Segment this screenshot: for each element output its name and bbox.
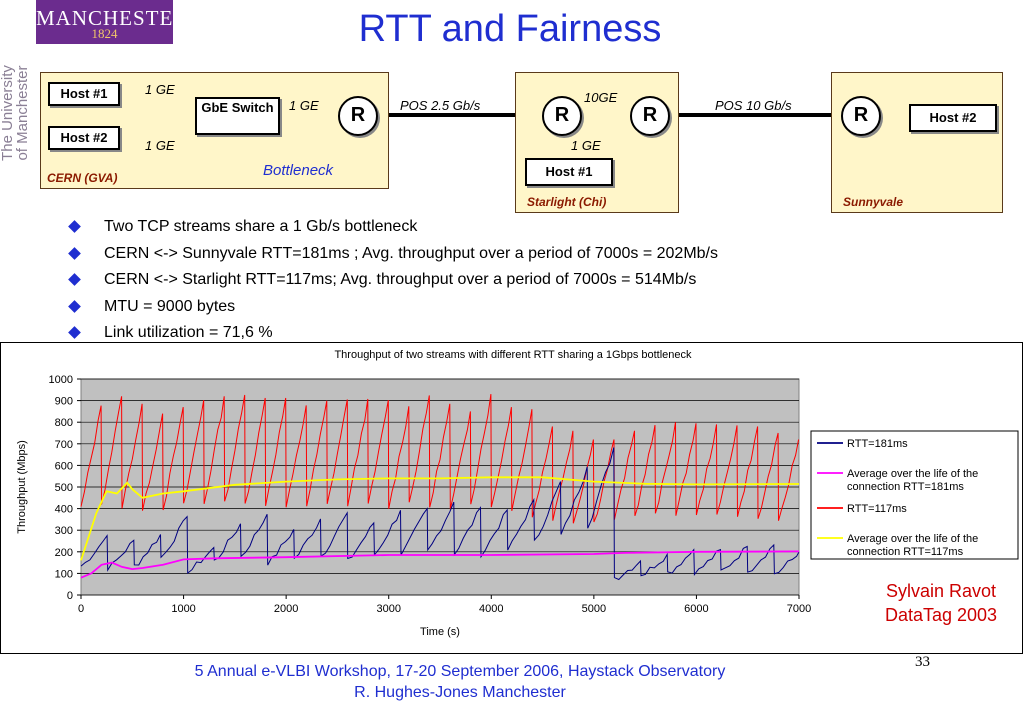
host-cern-2: Host #2 bbox=[48, 126, 120, 150]
page-number: 33 bbox=[915, 654, 930, 670]
site-starlight-label: Starlight (Chi) bbox=[527, 195, 607, 209]
host-starlight: Host #1 bbox=[525, 158, 613, 186]
slide-title: RTT and Fairness bbox=[358, 8, 662, 50]
x-axis-label: Time (s) bbox=[420, 626, 460, 638]
y-tick-label: 400 bbox=[55, 504, 73, 516]
x-tick-label: 2000 bbox=[274, 603, 298, 615]
link-label-pos25: POS 2.5 Gb/s bbox=[400, 98, 481, 113]
y-tick-label: 300 bbox=[55, 525, 73, 537]
x-tick-label: 6000 bbox=[684, 603, 708, 615]
diamond-bullet-icon bbox=[68, 326, 81, 339]
bullet-item: CERN <-> Sunnyvale RTT=181ms ; Avg. thro… bbox=[68, 241, 718, 268]
diamond-bullet-icon bbox=[68, 273, 81, 286]
logo-year: 1824 bbox=[91, 26, 118, 41]
x-tick-label: 3000 bbox=[376, 603, 400, 615]
legend-label: RTT=181ms bbox=[847, 438, 908, 450]
y-axis-label: Throughput (Mbps) bbox=[16, 440, 28, 534]
y-tick-label: 900 bbox=[55, 396, 73, 408]
y-tick-label: 700 bbox=[55, 439, 73, 451]
site-sunnyvale bbox=[831, 72, 1003, 213]
bullet-text: Link utilization = 71,6 % bbox=[104, 324, 273, 341]
bullet-text: CERN <-> Sunnyvale RTT=181ms ; Avg. thro… bbox=[104, 244, 718, 262]
series-line-rtt117 bbox=[80, 394, 800, 524]
y-tick-label: 500 bbox=[55, 482, 73, 494]
bullet-item: MTU = 9000 bytes bbox=[68, 294, 718, 321]
legend-label: Average over the life of the connection R… bbox=[847, 533, 978, 558]
diamond-bullet-icon bbox=[68, 220, 81, 233]
site-starlight bbox=[515, 72, 679, 213]
legend-label: Average over the life of the connection R… bbox=[847, 468, 978, 493]
router-starlight-east: R bbox=[630, 96, 670, 136]
series-line-rtt181 bbox=[80, 447, 800, 581]
credit-author: Sylvain Ravot bbox=[885, 581, 997, 601]
bullet-text: MTU = 9000 bytes bbox=[104, 297, 236, 315]
bullet-text: CERN <-> Starlight RTT=117ms; Avg. throu… bbox=[104, 271, 697, 288]
host-sunnyvale: Host #2 bbox=[909, 104, 997, 132]
link-label-cern1: 1 GE bbox=[145, 82, 175, 97]
bullet-text: Two TCP streams share a 1 Gb/s bottlenec… bbox=[104, 218, 418, 235]
y-tick-label: 200 bbox=[55, 547, 73, 559]
bullet-item: CERN <-> Starlight RTT=117ms; Avg. throu… bbox=[68, 267, 718, 294]
router-starlight-west: R bbox=[542, 96, 582, 136]
link-label-pos10: POS 10 Gb/s bbox=[715, 98, 792, 113]
y-tick-label: 600 bbox=[55, 460, 73, 472]
legend-label-line: Average over the life of the bbox=[847, 468, 978, 480]
router-cern: R bbox=[338, 96, 378, 136]
legend-label-line: RTT=181ms bbox=[847, 438, 908, 450]
bullet-item: Link utilization = 71,6 % bbox=[68, 320, 718, 347]
throughput-chart-frame: Throughput of two streams with different… bbox=[0, 342, 1023, 654]
y-tick-label: 1000 bbox=[49, 374, 73, 386]
y-tick-label: 100 bbox=[55, 568, 73, 580]
credit: Sylvain Ravot DataTag 2003 bbox=[860, 579, 1022, 627]
chart-title: Throughput of two streams with different… bbox=[334, 349, 692, 361]
router-sunnyvale: R bbox=[841, 96, 881, 136]
x-tick-label: 4000 bbox=[479, 603, 503, 615]
x-tick-label: 0 bbox=[78, 603, 84, 615]
bullet-list: Two TCP streams share a 1 Gb/s bottlenec… bbox=[68, 214, 718, 347]
x-tick-label: 5000 bbox=[582, 603, 606, 615]
gbe-switch: GbE Switch bbox=[195, 97, 280, 135]
diamond-bullet-icon bbox=[68, 246, 81, 260]
host-cern-1: Host #1 bbox=[48, 82, 120, 106]
legend-label: RTT=117ms bbox=[847, 503, 907, 515]
y-tick-label: 0 bbox=[67, 590, 73, 602]
bullet-item: Two TCP streams share a 1 Gb/s bottlenec… bbox=[68, 214, 718, 241]
footer-line-1: 5 Annual e-VLBI Workshop, 17-20 Septembe… bbox=[194, 663, 726, 680]
link-label-starlight-host: 1 GE bbox=[571, 138, 601, 153]
x-tick-label: 1000 bbox=[171, 603, 195, 615]
university-logo: MANCHESTER 1824 bbox=[36, 0, 189, 44]
link-label-cern2: 1 GE bbox=[145, 138, 175, 153]
site-cern-label: CERN (GVA) bbox=[47, 171, 118, 185]
link-label-10ge: 10GE bbox=[584, 90, 618, 105]
logo-wordmark: MANCHESTER bbox=[36, 6, 189, 30]
bottleneck-label: Bottleneck bbox=[263, 162, 334, 179]
diamond-bullet-icon bbox=[68, 299, 81, 313]
site-sunnyvale-label: Sunnyvale bbox=[843, 195, 904, 209]
x-tick-label: 7000 bbox=[787, 603, 811, 615]
credit-project: DataTag 2003 bbox=[884, 605, 998, 625]
legend-box bbox=[810, 430, 1019, 560]
series-line-avg181 bbox=[80, 550, 800, 579]
legend-label-line: RTT=117ms bbox=[847, 503, 907, 515]
legend-label-line: Average over the life of the bbox=[847, 533, 978, 545]
legend-label-line: connection RTT=181ms bbox=[847, 481, 964, 493]
link-label-switch-router: 1 GE bbox=[289, 98, 319, 113]
series-line-avg117 bbox=[80, 476, 800, 561]
footer-line-2: R. Hughes-Jones Manchester bbox=[354, 684, 566, 701]
legend-label-line: connection RTT=117ms bbox=[847, 546, 964, 558]
throughput-chart: Throughput of two streams with different… bbox=[16, 349, 1019, 638]
y-tick-label: 800 bbox=[55, 417, 73, 429]
